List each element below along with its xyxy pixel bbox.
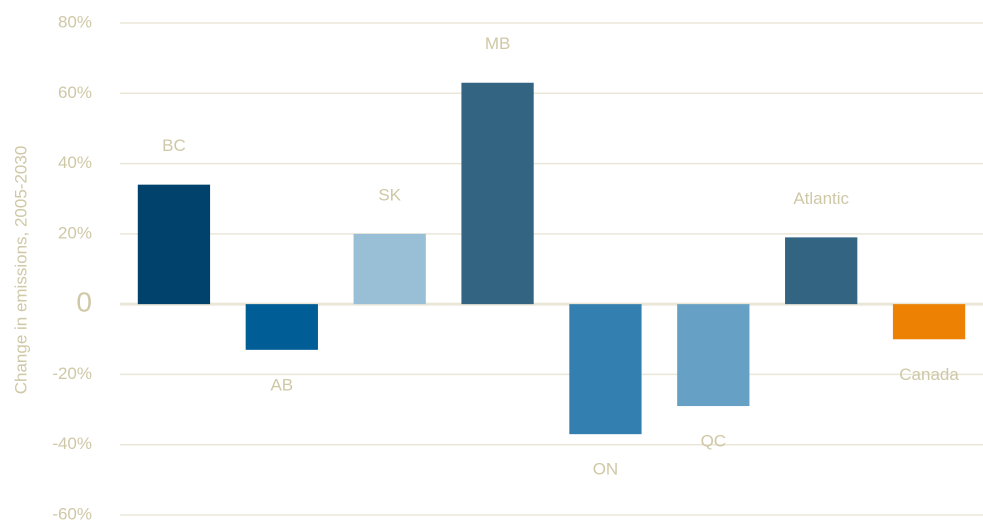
category-label: BC [162,136,186,155]
bar [353,233,426,305]
y-tick-label: -20% [52,364,92,383]
y-tick-label: 40% [58,153,92,172]
y-axis-label: Change in emissions, 2005-2030 [11,146,30,395]
category-label: Atlantic [793,189,849,208]
category-label: AB [270,375,293,394]
y-tick-label: 20% [58,223,92,242]
y-tick-label: 0 [76,287,92,318]
category-label: MB [485,34,511,53]
category-label: Canada [899,365,959,384]
category-label: SK [378,185,401,204]
bar [137,184,211,305]
category-label: QC [701,432,727,451]
bar [461,82,534,305]
category-label: ON [593,460,619,479]
y-tick-label: -40% [52,434,92,453]
bar [892,304,966,340]
y-tick-label: 80% [58,12,92,31]
bar [785,237,858,305]
bar [677,304,750,407]
y-tick-label: 60% [58,83,92,102]
y-tick-label: -60% [52,504,92,523]
bar [569,304,642,435]
bar [245,304,318,350]
